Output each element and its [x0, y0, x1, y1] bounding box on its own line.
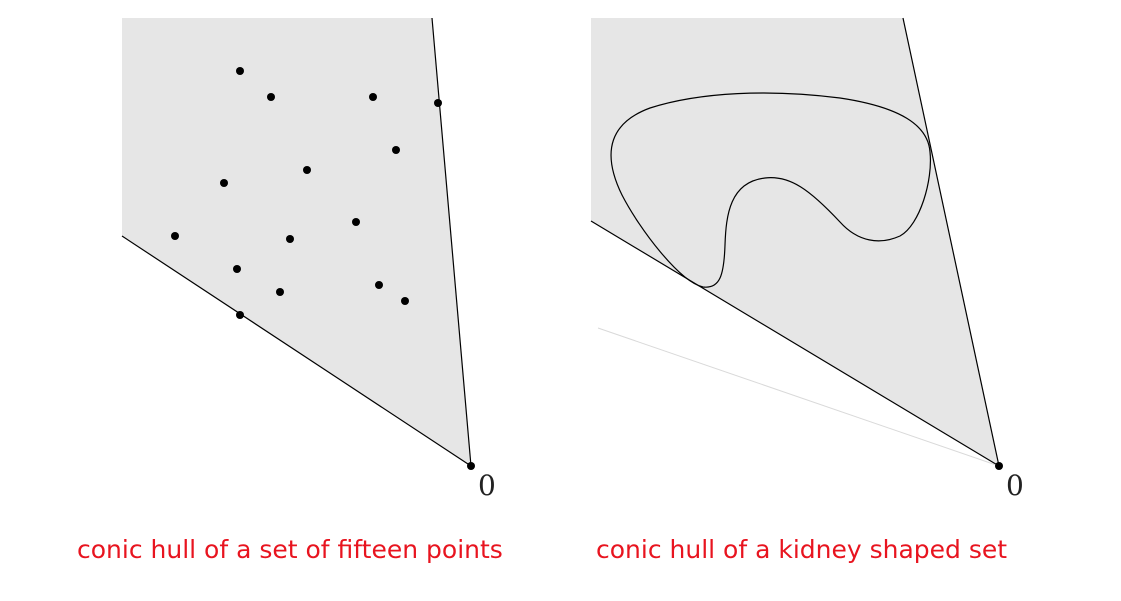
point-set: [171, 67, 442, 319]
point: [352, 218, 360, 226]
point: [401, 297, 409, 305]
origin-point: [995, 462, 1003, 470]
point: [236, 67, 244, 75]
point: [236, 311, 244, 319]
point: [392, 146, 400, 154]
right-hull-edge-upper: [902, 17, 1000, 467]
point: [369, 93, 377, 101]
point: [375, 281, 383, 289]
point: [303, 166, 311, 174]
left-hull-region: [122, 18, 471, 466]
caption-fifteen-points: conic hull of a set of fifteen points: [77, 535, 503, 564]
panel-kidney-set: 0: [590, 17, 1024, 502]
right-hull-region: [591, 18, 999, 466]
point: [233, 265, 241, 273]
origin-point: [467, 462, 475, 470]
point: [220, 179, 228, 187]
origin-label-left: 0: [478, 469, 496, 502]
point: [267, 93, 275, 101]
point: [434, 99, 442, 107]
caption-kidney-set: conic hull of a kidney shaped set: [596, 535, 1008, 564]
left-hull-edge-lower: [121, 235, 472, 467]
faint-reference-line: [597, 327, 1000, 467]
right-hull-edge-lower: [590, 220, 1000, 467]
point: [286, 235, 294, 243]
left-hull-edge-upper: [431, 17, 472, 467]
panel-fifteen-points: 0: [121, 17, 496, 502]
point: [276, 288, 284, 296]
kidney-shaped-set: [610, 92, 932, 288]
point: [171, 232, 179, 240]
origin-label-right: 0: [1006, 469, 1024, 502]
